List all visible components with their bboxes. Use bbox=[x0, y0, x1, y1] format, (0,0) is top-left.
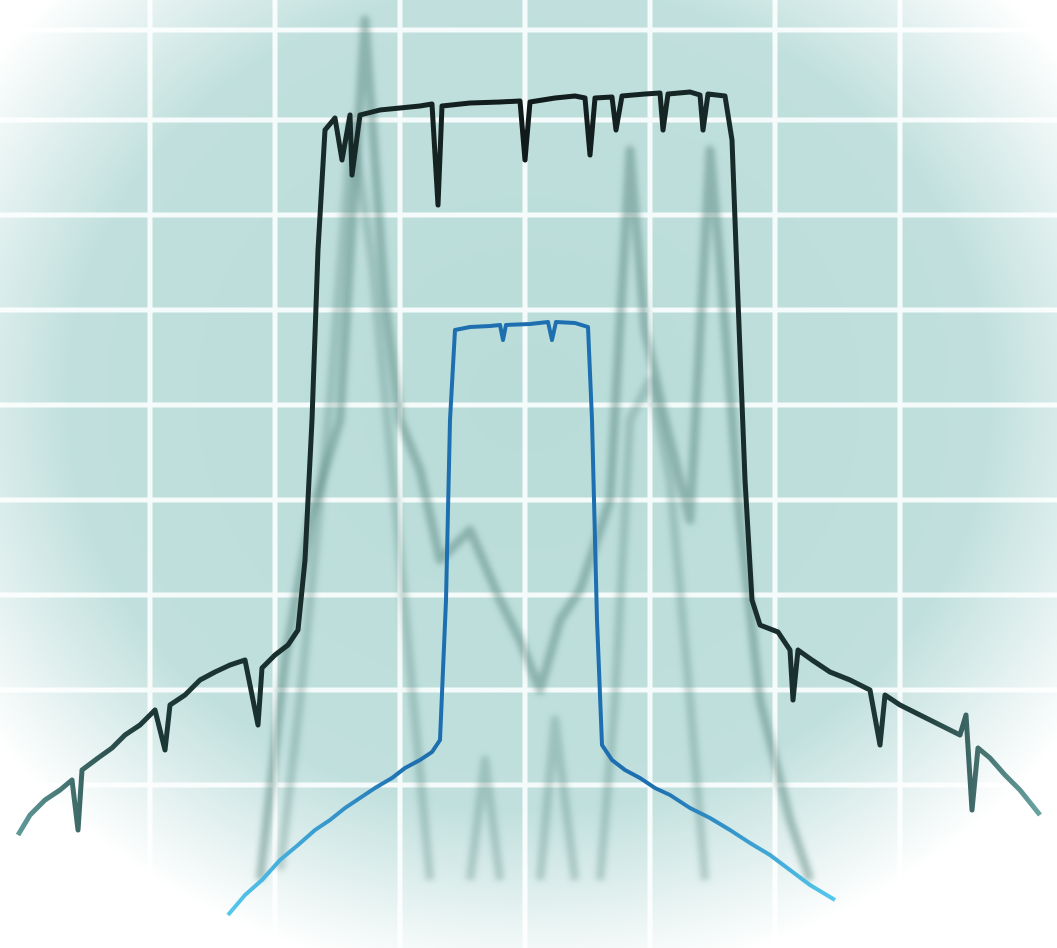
ghost-trace bbox=[275, 115, 435, 881]
ghost-trace bbox=[255, 15, 815, 882]
ghost-trace bbox=[595, 375, 710, 881]
narrow-signal-trace bbox=[226, 320, 837, 917]
wide-signal-trace bbox=[15, 89, 1042, 837]
ghost-traces bbox=[255, 15, 815, 882]
ghost-trace bbox=[465, 715, 580, 881]
